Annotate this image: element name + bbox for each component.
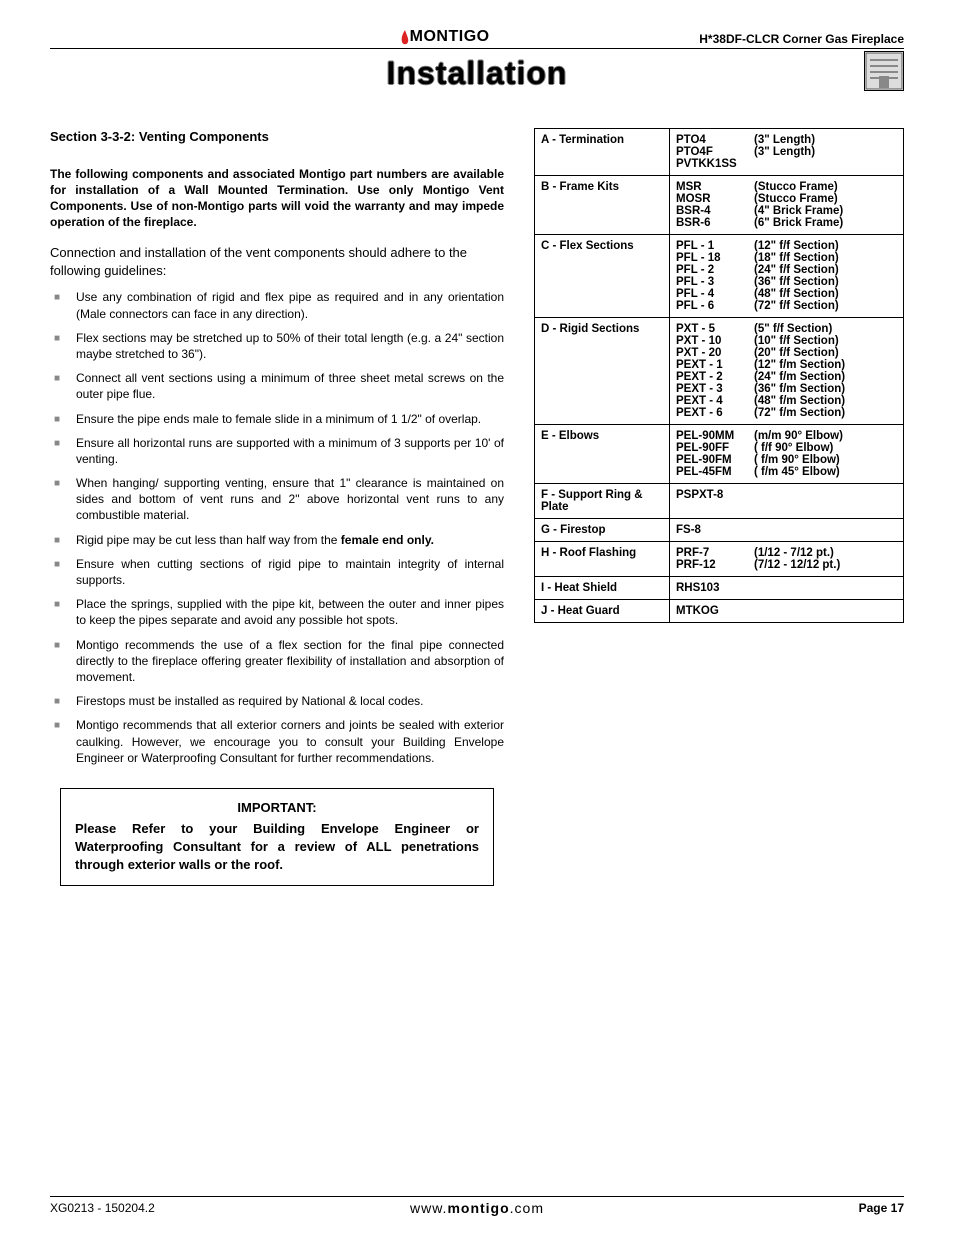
guideline-item: Rigid pipe may be cut less than half way… <box>76 532 504 548</box>
document-title: H*38DF-CLCR Corner Gas Fireplace <box>687 32 904 46</box>
guideline-item: When hanging/ supporting venting, ensure… <box>76 475 504 524</box>
parts-values: PFL - 1(12" f/f Section)PFL - 18(18" f/f… <box>670 235 904 318</box>
parts-category: B - Frame Kits <box>535 176 670 235</box>
guideline-item: Flex sections may be stretched up to 50%… <box>76 330 504 362</box>
guideline-item: Ensure the pipe ends male to female slid… <box>76 411 504 427</box>
header-bar: MONTIGO H*38DF-CLCR Corner Gas Fireplace <box>50 28 904 49</box>
page: MONTIGO H*38DF-CLCR Corner Gas Fireplace… <box>0 0 954 1235</box>
parts-values: PRF-7(1/12 - 7/12 pt.)PRF-12(7/12 - 12/1… <box>670 542 904 577</box>
parts-row: E - ElbowsPEL-90MM(m/m 90° Elbow)PEL-90F… <box>535 425 904 484</box>
parts-values: MTKOG <box>670 600 904 623</box>
parts-row: H - Roof FlashingPRF-7(1/12 - 7/12 pt.)P… <box>535 542 904 577</box>
footer: XG0213 - 150204.2 www.montigo.com Page 1… <box>50 1196 904 1215</box>
guideline-item: Firestops must be installed as required … <box>76 693 504 709</box>
parts-values: PEL-90MM(m/m 90° Elbow)PEL-90FF( f/f 90°… <box>670 425 904 484</box>
right-column: A - TerminationPTO4(3" Length)PTO4F(3" L… <box>534 128 904 886</box>
guideline-item: Use any combination of rigid and flex pi… <box>76 289 504 321</box>
parts-values: PTO4(3" Length)PTO4F(3" Length)PVTKK1SS <box>670 129 904 176</box>
parts-values: RHS103 <box>670 577 904 600</box>
title-icon <box>864 51 904 91</box>
guideline-item: Place the springs, supplied with the pip… <box>76 596 504 628</box>
parts-row: F - Support Ring & PlatePSPXT-8 <box>535 484 904 519</box>
important-body: Please Refer to your Building Envelope E… <box>75 820 479 873</box>
guideline-item: Montigo recommends the use of a flex sec… <box>76 637 504 686</box>
guideline-item: Connect all vent sections using a minimu… <box>76 370 504 402</box>
page-title: Installation <box>387 55 568 92</box>
parts-row: C - Flex SectionsPFL - 1(12" f/f Section… <box>535 235 904 318</box>
brand-text: MONTIGO <box>410 28 490 45</box>
important-title: IMPORTANT: <box>75 799 479 817</box>
footer-center: www.montigo.com <box>50 1200 904 1216</box>
parts-values: PXT - 5(5" f/f Section)PXT - 10(10" f/f … <box>670 318 904 425</box>
parts-row: I - Heat ShieldRHS103 <box>535 577 904 600</box>
parts-values: PSPXT-8 <box>670 484 904 519</box>
parts-category: H - Roof Flashing <box>535 542 670 577</box>
parts-row: D - Rigid SectionsPXT - 5(5" f/f Section… <box>535 318 904 425</box>
warning-paragraph: The following components and associated … <box>50 166 504 231</box>
parts-row: G - FirestopFS-8 <box>535 519 904 542</box>
parts-category: D - Rigid Sections <box>535 318 670 425</box>
guideline-item: Montigo recommends that all exterior cor… <box>76 717 504 766</box>
parts-row: J - Heat GuardMTKOG <box>535 600 904 623</box>
intro-paragraph: Connection and installation of the vent … <box>50 244 504 279</box>
section-heading: Section 3-3-2: Venting Components <box>50 128 504 146</box>
parts-table: A - TerminationPTO4(3" Length)PTO4F(3" L… <box>534 128 904 623</box>
parts-row: A - TerminationPTO4(3" Length)PTO4F(3" L… <box>535 129 904 176</box>
important-box: IMPORTANT: Please Refer to your Building… <box>60 788 494 886</box>
parts-category: J - Heat Guard <box>535 600 670 623</box>
parts-values: FS-8 <box>670 519 904 542</box>
content-columns: Section 3-3-2: Venting Components The fo… <box>50 128 904 886</box>
guideline-item: Ensure all horizontal runs are supported… <box>76 435 504 467</box>
parts-row: B - Frame KitsMSR(Stucco Frame)MOSR(Stuc… <box>535 176 904 235</box>
guideline-item: Ensure when cutting sections of rigid pi… <box>76 556 504 588</box>
parts-category: I - Heat Shield <box>535 577 670 600</box>
parts-category: F - Support Ring & Plate <box>535 484 670 519</box>
left-column: Section 3-3-2: Venting Components The fo… <box>50 128 504 886</box>
parts-values: MSR(Stucco Frame)MOSR(Stucco Frame)BSR-4… <box>670 176 904 235</box>
parts-category: E - Elbows <box>535 425 670 484</box>
parts-category: C - Flex Sections <box>535 235 670 318</box>
parts-category: A - Termination <box>535 129 670 176</box>
brand-logo: MONTIGO <box>200 28 687 46</box>
guideline-list: Use any combination of rigid and flex pi… <box>50 289 504 766</box>
parts-category: G - Firestop <box>535 519 670 542</box>
title-row: Installation <box>50 55 904 92</box>
